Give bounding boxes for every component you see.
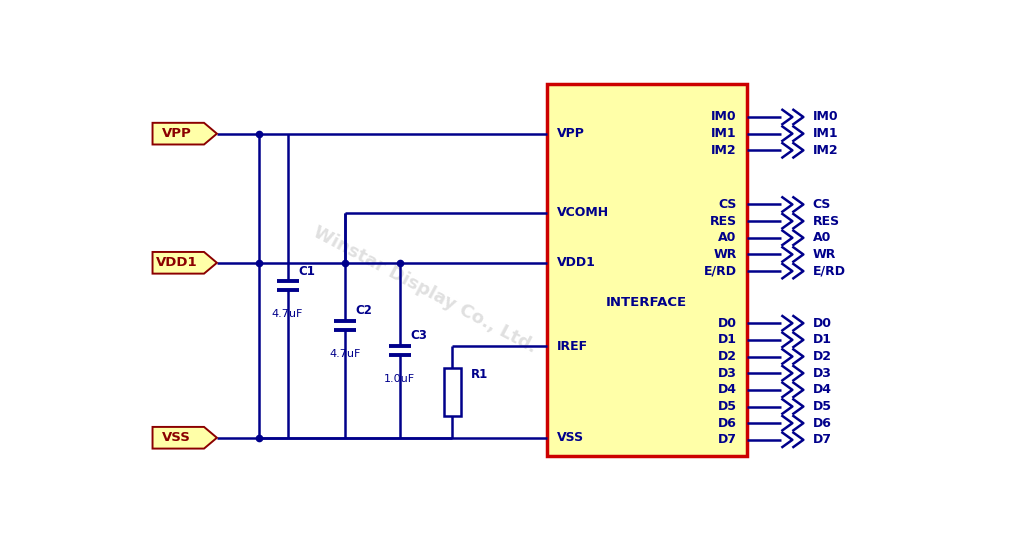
Text: D3: D3	[812, 367, 832, 380]
Text: 4.7uF: 4.7uF	[271, 309, 303, 319]
Bar	[444, 368, 461, 416]
Text: D6: D6	[718, 417, 736, 430]
Text: VPP: VPP	[161, 127, 191, 140]
Text: D4: D4	[717, 384, 736, 397]
Text: IREF: IREF	[557, 340, 588, 353]
Text: RES: RES	[709, 215, 736, 228]
Text: E/RD: E/RD	[812, 265, 846, 278]
Text: VPP: VPP	[557, 127, 585, 140]
Text: E/RD: E/RD	[704, 265, 736, 278]
Text: VCOMH: VCOMH	[557, 206, 609, 219]
Text: 4.7uF: 4.7uF	[329, 348, 361, 359]
Text: CS: CS	[718, 198, 736, 211]
Text: IM1: IM1	[711, 127, 736, 140]
Text: D0: D0	[812, 316, 832, 329]
Bar	[547, 84, 747, 457]
Text: Winstar Display Co., Ltd.: Winstar Display Co., Ltd.	[310, 223, 540, 357]
Polygon shape	[153, 252, 217, 274]
Polygon shape	[153, 123, 217, 144]
Text: D7: D7	[812, 433, 832, 446]
Text: D1: D1	[812, 333, 832, 346]
Text: D2: D2	[812, 350, 832, 363]
Text: A0: A0	[812, 232, 831, 245]
Text: VSS: VSS	[557, 431, 583, 444]
Text: D0: D0	[717, 316, 736, 329]
Text: C1: C1	[299, 265, 315, 278]
Text: IM0: IM0	[711, 110, 736, 123]
Text: D7: D7	[717, 433, 736, 446]
Text: IM1: IM1	[812, 127, 839, 140]
Text: IM2: IM2	[812, 144, 839, 157]
Text: D2: D2	[717, 350, 736, 363]
Text: R1: R1	[471, 368, 488, 381]
Text: IM2: IM2	[711, 144, 736, 157]
Text: 1.0uF: 1.0uF	[384, 374, 415, 384]
Text: RES: RES	[812, 215, 840, 228]
Text: D5: D5	[812, 400, 832, 413]
Text: D6: D6	[812, 417, 832, 430]
Text: INTERFACE: INTERFACE	[606, 296, 687, 309]
Text: IM0: IM0	[812, 110, 839, 123]
Text: VDD1: VDD1	[557, 256, 596, 269]
Text: WR: WR	[812, 248, 836, 261]
Polygon shape	[153, 427, 217, 448]
Text: WR: WR	[713, 248, 736, 261]
Text: D4: D4	[812, 384, 832, 397]
Text: D3: D3	[718, 367, 736, 380]
Text: C3: C3	[411, 329, 427, 342]
Text: A0: A0	[718, 232, 736, 245]
Text: CS: CS	[812, 198, 831, 211]
Text: C2: C2	[356, 305, 373, 318]
Text: VSS: VSS	[162, 431, 190, 444]
Text: VDD1: VDD1	[156, 256, 198, 269]
Text: D5: D5	[717, 400, 736, 413]
Text: D1: D1	[717, 333, 736, 346]
